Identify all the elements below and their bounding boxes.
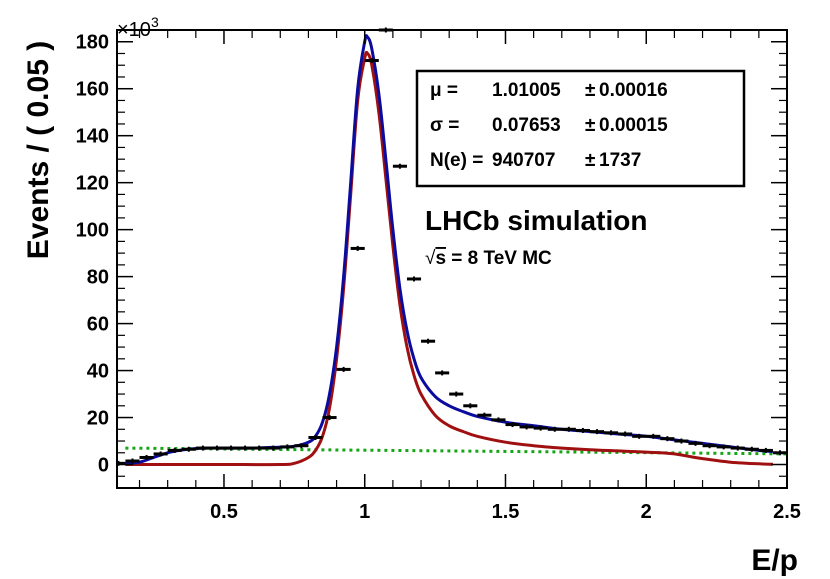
- fit-curve-background-component: [125, 446, 788, 456]
- data-point: [153, 451, 168, 457]
- y-tick-label: 20: [87, 408, 109, 430]
- data-point: [167, 447, 182, 453]
- y-tick-label: 100: [76, 220, 109, 242]
- data-point: [744, 446, 759, 452]
- data-point: [336, 366, 351, 372]
- x-tick-label: 1.5: [492, 501, 520, 523]
- stats-rows: μ = 1.01005 ±0.00016 σ = 0.07653 ±0.00015 N(e)…: [430, 80, 668, 171]
- data-point: [505, 422, 520, 428]
- data-point: [308, 435, 323, 441]
- stat-value: 0.07653: [492, 115, 561, 136]
- x-tick-label: 2: [641, 501, 652, 523]
- y-multiplier: ×103: [117, 14, 159, 41]
- data-point: [252, 445, 267, 451]
- data-point: [533, 425, 548, 431]
- y-tick-label: 60: [87, 314, 109, 336]
- stats-row: μ = 1.01005 ±0.00016: [430, 80, 668, 101]
- stat-value: 940707: [492, 150, 555, 171]
- data-point: [730, 445, 745, 451]
- data-point: [477, 412, 492, 418]
- stat-value: 1.01005: [492, 80, 561, 101]
- fit-curve-signal-electron-component: [125, 50, 773, 467]
- x-axis-title: E/p: [751, 544, 798, 577]
- data-point: [702, 443, 717, 449]
- data-point: [449, 391, 464, 397]
- y-tick-label: 40: [87, 361, 109, 383]
- data-point: [463, 403, 478, 409]
- stat-error: 1737: [599, 150, 641, 171]
- data-point: [322, 415, 337, 421]
- data-point: [139, 454, 154, 460]
- data-point: [646, 433, 661, 439]
- stat-param: μ =: [430, 80, 458, 101]
- data-point: [195, 445, 210, 451]
- y-multiplier-exponent: 3: [151, 14, 159, 30]
- stats-row: σ = 0.07653 ±0.00015: [430, 115, 668, 136]
- data-point: [421, 338, 436, 344]
- data-point: [392, 163, 407, 169]
- x-tick-label: 2.5: [773, 501, 801, 523]
- data-point: [238, 445, 253, 451]
- y-tick-label: 0: [98, 455, 109, 477]
- stats-box: μ = 1.01005 ±0.00016 σ = 0.07653 ±0.00015 N(e)…: [415, 69, 746, 188]
- data-point: [519, 424, 534, 430]
- sqrt-s: s: [435, 248, 446, 269]
- data-point: [660, 436, 675, 442]
- data-point: [688, 440, 703, 446]
- data-point: [266, 445, 281, 451]
- energy-label: √s = 8 TeV MC: [425, 248, 552, 269]
- y-tick-label: 160: [76, 79, 109, 101]
- data-point: [294, 443, 309, 449]
- y-axis-title: Events / ( 0.05 ): [22, 41, 55, 259]
- y-tick-label: 120: [76, 173, 109, 195]
- data-point: [181, 446, 196, 452]
- data-point: [223, 445, 239, 451]
- stat-error: 0.00015: [599, 115, 668, 136]
- x-tick-label: 0.5: [210, 501, 238, 523]
- data-point: [632, 433, 647, 439]
- data-point: [350, 245, 365, 251]
- data-point: [758, 447, 773, 453]
- x-tick-label: 1: [359, 501, 370, 523]
- y-tick-label: 80: [87, 267, 109, 289]
- data-point: [364, 58, 379, 64]
- data-point: [716, 444, 731, 450]
- data-point: [575, 427, 590, 433]
- stat-pm: ±: [585, 150, 595, 171]
- data-point: [491, 417, 506, 423]
- stat-param: N(e) =: [430, 150, 483, 171]
- sqrt-symbol: √: [425, 248, 436, 269]
- data-point: [618, 431, 633, 437]
- data-point: [280, 444, 295, 450]
- data-points-layer: [117, 27, 787, 466]
- data-point: [674, 438, 689, 444]
- stats-box-border: [415, 69, 746, 188]
- y-multiplier-base: ×10: [117, 19, 151, 41]
- stat-param: σ =: [430, 115, 459, 136]
- data-point: [125, 458, 140, 464]
- stats-row: N(e) = 940707 ±1737: [430, 150, 641, 171]
- stat-error: 0.00016: [599, 80, 668, 101]
- stat-pm: ±: [585, 80, 595, 101]
- plot-frame: [116, 29, 788, 489]
- lhcb-title: LHCb simulation: [425, 205, 647, 236]
- data-point: [604, 430, 619, 436]
- data-point: [589, 429, 605, 435]
- axis-ticks-layer: 0.5 1 1.5 2 2.5 0 20 40 60 80 100 120 140 160 180: [76, 29, 801, 523]
- data-point: [209, 445, 224, 451]
- data-point: [406, 276, 422, 282]
- y-tick-label: 180: [76, 32, 109, 54]
- y-tick-label: 140: [76, 126, 109, 148]
- energy-value: = 8 TeV MC: [446, 248, 552, 269]
- stat-pm: ±: [585, 115, 595, 136]
- data-point: [547, 426, 562, 432]
- data-point: [435, 370, 450, 376]
- data-point: [561, 426, 576, 432]
